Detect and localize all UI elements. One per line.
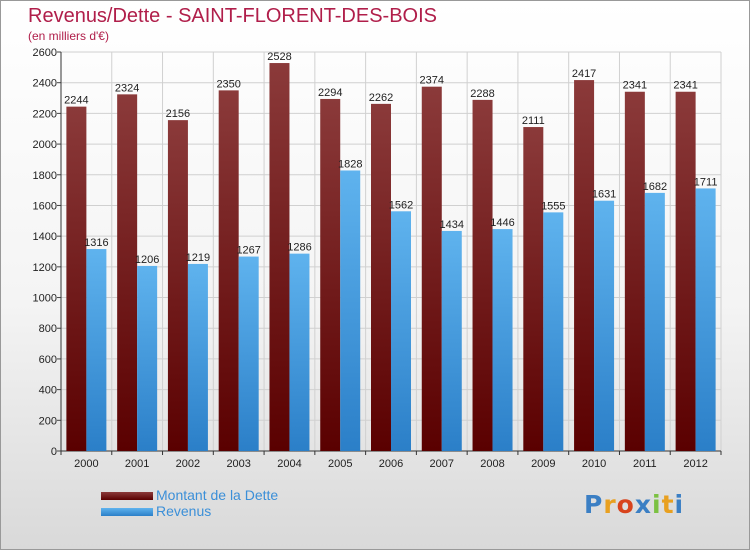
- bar-dette: [320, 98, 341, 451]
- bar-dette: [624, 91, 645, 452]
- chart-subtitle: (en milliers d'€): [28, 29, 109, 43]
- data-label-revenus: 1434: [440, 219, 464, 231]
- x-tick-label: 2010: [582, 458, 606, 470]
- legend-label-dette: Montant de la Dette: [156, 487, 279, 503]
- proxiti-logo: Proxiti: [584, 490, 684, 519]
- bar-revenus: [492, 229, 513, 451]
- y-tick-label: 1200: [33, 262, 57, 274]
- bar-revenus: [441, 230, 462, 451]
- legend-swatch-dette: [101, 492, 153, 500]
- bar-revenus: [86, 249, 107, 451]
- y-tick-label: 1800: [33, 170, 57, 182]
- bar-dette: [523, 127, 544, 451]
- bars: [66, 63, 716, 452]
- y-tick-label: 0: [51, 446, 57, 458]
- logo-letter: P: [584, 490, 604, 519]
- logo-letter: o: [616, 490, 635, 519]
- data-label-revenus: 1631: [592, 189, 616, 201]
- y-tick-label: 2000: [33, 139, 57, 151]
- data-label-dette: 2417: [572, 68, 596, 80]
- data-label-revenus: 1555: [541, 200, 565, 212]
- data-label-revenus: 1562: [389, 199, 413, 211]
- data-label-revenus: 1446: [490, 217, 514, 229]
- bar-revenus: [594, 200, 615, 451]
- data-label-revenus: 1286: [287, 242, 311, 254]
- bar-dette: [66, 106, 87, 451]
- bar-revenus: [340, 170, 361, 452]
- logo-letter: i: [652, 490, 662, 519]
- data-label-dette: 2341: [623, 80, 647, 92]
- logo-letter: x: [634, 490, 652, 519]
- data-label-revenus: 1219: [186, 252, 210, 264]
- data-label-dette: 2156: [166, 108, 190, 120]
- data-label-dette: 2374: [420, 75, 444, 87]
- legend-swatch-revenus: [101, 508, 153, 516]
- bar-revenus: [644, 192, 665, 451]
- y-tick-label: 200: [39, 415, 57, 427]
- x-tick-label: 2006: [379, 458, 403, 470]
- x-tick-label: 2002: [176, 458, 200, 470]
- data-label-dette: 2528: [267, 51, 291, 63]
- data-label-dette: 2324: [115, 82, 139, 94]
- legend-label-revenus: Revenus: [156, 503, 212, 519]
- x-tick-label: 2000: [74, 458, 98, 470]
- data-label-dette: 2288: [470, 88, 494, 100]
- y-tick-label: 400: [39, 385, 57, 397]
- bar-dette: [574, 80, 595, 451]
- bar-revenus: [695, 188, 716, 451]
- x-tick-label: 2003: [226, 458, 250, 470]
- axes: 0 200 400 600 800 1000 1200 1400 1600 1800 2000 220…: [33, 47, 722, 470]
- bar-revenus: [289, 253, 310, 451]
- data-label-dette: 2262: [369, 92, 393, 104]
- x-tick-label: 2011: [633, 458, 657, 470]
- data-label-revenus: 1316: [84, 237, 108, 249]
- bar-dette: [167, 120, 188, 451]
- bar-revenus: [543, 212, 564, 451]
- data-label-revenus: 1828: [338, 158, 362, 170]
- y-tick-label: 2200: [33, 108, 57, 120]
- x-tick-label: 2001: [125, 458, 149, 470]
- bar-dette: [269, 63, 290, 452]
- bar-revenus: [238, 256, 259, 451]
- data-label-dette: 2341: [673, 80, 697, 92]
- x-tick-label: 2009: [531, 458, 555, 470]
- y-tick-label: 1600: [33, 200, 57, 212]
- x-tick-label: 2008: [480, 458, 504, 470]
- x-tick-label: 2012: [683, 458, 707, 470]
- y-tick-label: 800: [39, 323, 57, 335]
- chart-title: Revenus/Dette - SAINT-FLORENT-DES-BOIS: [28, 5, 437, 27]
- y-tick-label: 2600: [33, 47, 57, 59]
- bar-dette: [117, 94, 138, 452]
- bar-dette: [218, 90, 239, 451]
- logo-letter: r: [603, 490, 617, 519]
- bar-revenus: [391, 211, 411, 451]
- data-label-revenus: 1682: [643, 181, 667, 193]
- y-tick-label: 600: [39, 354, 57, 366]
- data-labels: 2244 1316 2324 1206 2156 1219 2350 1267 2528 1286…: [64, 51, 717, 266]
- data-label-dette: 2294: [318, 87, 342, 99]
- y-tick-label: 1400: [33, 231, 57, 243]
- data-label-dette: 2111: [522, 115, 545, 127]
- data-label-dette: 2350: [216, 78, 240, 90]
- data-label-revenus: 1711: [694, 176, 718, 188]
- bar-revenus: [137, 265, 158, 451]
- y-tick-label: 2400: [33, 78, 57, 90]
- logo-letter: i: [674, 490, 685, 519]
- x-tick-label: 2004: [277, 458, 301, 470]
- x-tick-label: 2005: [328, 458, 352, 470]
- data-label-revenus: 1267: [236, 245, 260, 257]
- bar-dette: [472, 99, 493, 451]
- bar-revenus: [187, 263, 208, 451]
- data-label-revenus: 1206: [135, 254, 159, 266]
- data-label-dette: 2244: [64, 95, 88, 107]
- x-tick-label: 2007: [430, 458, 454, 470]
- logo-letter: t: [661, 490, 675, 519]
- bar-dette: [675, 91, 696, 452]
- bar-dette: [421, 86, 442, 451]
- bar-dette: [371, 103, 391, 452]
- y-tick-label: 1000: [33, 293, 57, 305]
